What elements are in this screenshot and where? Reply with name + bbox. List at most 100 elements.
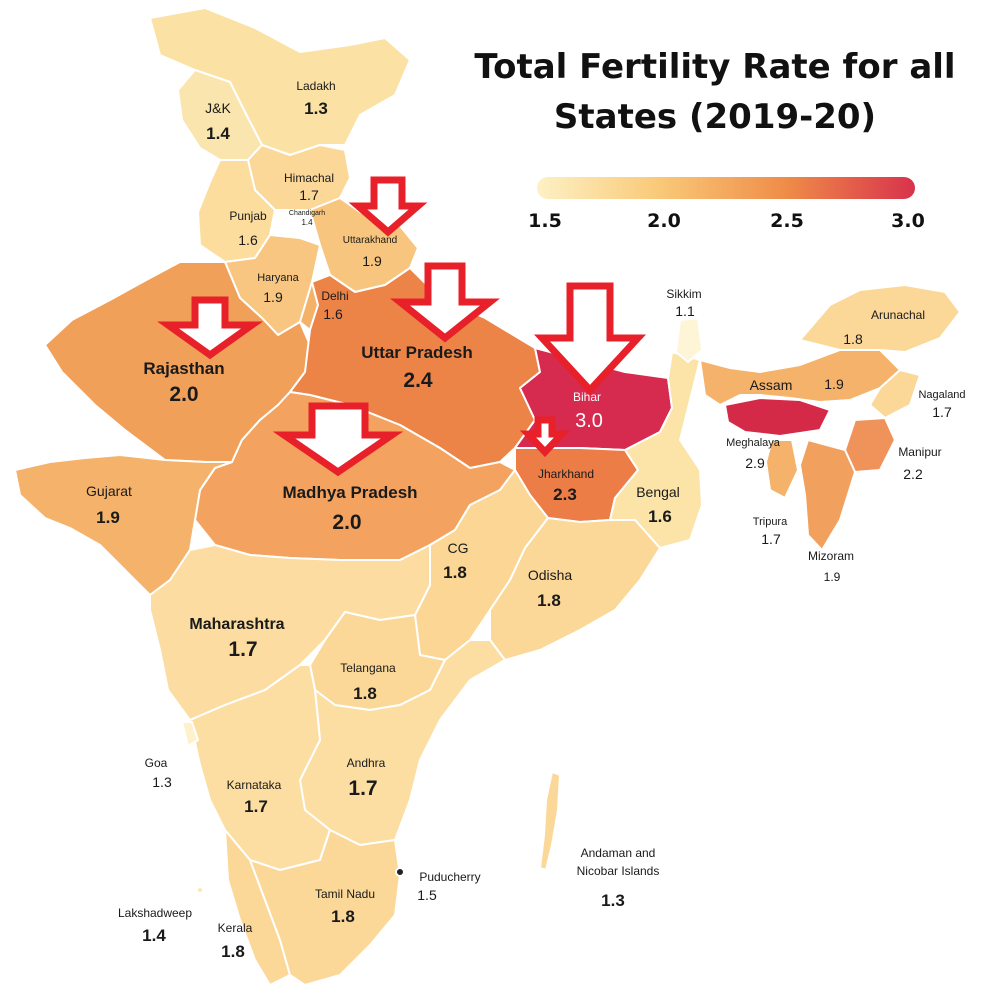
label-karnataka-value: 1.7 (244, 797, 268, 816)
region-gujarat (14, 454, 233, 596)
label-chandigarh-value: 1.4 (301, 218, 313, 227)
label-telangana-name: Telangana (340, 661, 396, 675)
region-mizoram (799, 439, 856, 551)
label-delhi-value: 1.6 (323, 306, 343, 322)
arrow-up (390, 262, 500, 343)
label-haryana-name: Haryana (257, 272, 299, 284)
label-goa-value: 1.3 (152, 774, 172, 790)
arrow-uttarakhand (348, 176, 428, 237)
label-cg-value: 1.8 (443, 563, 467, 582)
label-tamilnadu-name: Tamil Nadu (315, 887, 375, 901)
label-nagaland-value: 1.7 (932, 404, 952, 420)
label-bengal-name: Bengal (636, 484, 680, 500)
label-puducherry-name: Puducherry (419, 870, 480, 884)
label-meghalaya-name: Meghalaya (726, 437, 781, 449)
label-gujarat-name: Gujarat (86, 483, 132, 499)
region-sikkim (675, 317, 703, 363)
label-maharashtra-name: Maharashtra (189, 616, 284, 633)
label-bihar-value: 3.0 (575, 410, 603, 432)
label-assam-value: 1.9 (824, 376, 844, 392)
label-uttarakhand-name: Uttarakhand (343, 235, 397, 246)
label-andhra-value: 1.7 (348, 777, 377, 800)
label-andaman-name-1: Andaman and (581, 846, 656, 860)
label-chandigarh-name: Chandigarh (289, 210, 325, 217)
label-arunachal-name: Arunachal (871, 308, 925, 322)
label-andaman-value: 1.3 (601, 891, 625, 910)
label-jk-name: J&K (205, 100, 231, 116)
arrow-jharkhand (519, 416, 571, 458)
label-uttarakhand-value: 1.9 (362, 253, 382, 269)
label-goa-name: Goa (145, 756, 168, 770)
label-ladakh-name: Ladakh (296, 79, 335, 93)
arrow-mp (272, 402, 404, 477)
label-gujarat-value: 1.9 (96, 508, 120, 527)
label-kerala-name: Kerala (218, 921, 253, 935)
label-bengal-value: 1.6 (648, 507, 672, 526)
arrow-rajasthan (157, 296, 263, 360)
legend-tick-1: 1.5 (528, 210, 562, 232)
label-punjab-value: 1.6 (238, 232, 258, 248)
label-telangana-value: 1.8 (353, 684, 377, 703)
region-lakshadweep (196, 886, 204, 894)
label-tamilnadu-value: 1.8 (331, 907, 355, 926)
label-lakshadweep-value: 1.4 (142, 926, 166, 945)
label-nagaland-name: Nagaland (918, 389, 965, 401)
label-puducherry-value: 1.5 (417, 887, 437, 903)
label-manipur-name: Manipur (898, 445, 941, 459)
label-lakshadweep-name: Lakshadweep (118, 906, 192, 920)
highlight-arrows (157, 176, 646, 477)
label-andhra-name: Andhra (347, 756, 386, 770)
label-rajasthan-value: 2.0 (169, 383, 198, 406)
legend-tick-4: 3.0 (891, 210, 925, 232)
label-ladakh-value: 1.3 (304, 99, 328, 118)
legend-color-bar (537, 177, 915, 199)
region-karnataka (189, 664, 331, 871)
label-andaman-name-2: Nicobar Islands (577, 864, 660, 878)
label-odisha-name: Odisha (528, 567, 573, 583)
region-arunachal (799, 284, 961, 353)
label-assam-name: Assam (750, 377, 793, 393)
label-kerala-value: 1.8 (221, 942, 245, 961)
label-tripura-value: 1.7 (761, 531, 781, 547)
label-jk-value: 1.4 (206, 124, 230, 143)
label-delhi-name: Delhi (321, 289, 348, 303)
map-title: Total Fertility Rate for all States (201… (474, 47, 956, 137)
region-goa (181, 721, 199, 747)
label-tripura-name: Tripura (753, 516, 788, 528)
legend-tick-3: 2.5 (770, 210, 804, 232)
label-manipur-value: 2.2 (903, 466, 923, 482)
label-arunachal-value: 1.8 (843, 331, 863, 347)
label-sikkim-name: Sikkim (666, 287, 701, 301)
label-jharkhand-value: 2.3 (553, 485, 577, 504)
region-tamilnadu (249, 829, 401, 986)
region-andaman (539, 771, 561, 871)
label-up-name: Uttar Pradesh (361, 343, 472, 362)
state-labels: Ladakh 1.3 J&K 1.4 Himachal 1.7 Punjab 1… (86, 79, 966, 961)
label-punjab-name: Punjab (229, 209, 267, 223)
region-nagaland (869, 369, 921, 419)
label-cg-name: CG (448, 540, 469, 556)
legend: 1.5 2.0 2.5 3.0 (528, 177, 925, 232)
legend-tick-2: 2.0 (647, 210, 681, 232)
label-jharkhand-name: Jharkhand (538, 467, 594, 481)
label-rajasthan-name: Rajasthan (143, 359, 224, 378)
label-bihar-name: Bihar (573, 390, 601, 404)
label-mp-value: 2.0 (332, 511, 361, 534)
label-sikkim-value: 1.1 (675, 303, 695, 319)
label-mp-name: Madhya Pradesh (282, 483, 417, 502)
label-meghalaya-value: 2.9 (745, 455, 765, 471)
region-meghalaya (724, 397, 831, 437)
region-assam (699, 349, 901, 406)
label-odisha-value: 1.8 (537, 591, 561, 610)
label-mizoram-name: Mizoram (808, 549, 854, 563)
regions (14, 7, 961, 986)
region-odisha (489, 517, 661, 661)
label-mizoram-value: 1.9 (824, 570, 841, 584)
label-himachal-name: Himachal (284, 171, 334, 185)
label-himachal-value: 1.7 (299, 187, 319, 203)
region-manipur (844, 417, 896, 473)
label-maharashtra-value: 1.7 (228, 638, 257, 661)
region-puducherry (395, 867, 405, 877)
label-up-value: 2.4 (403, 369, 433, 392)
